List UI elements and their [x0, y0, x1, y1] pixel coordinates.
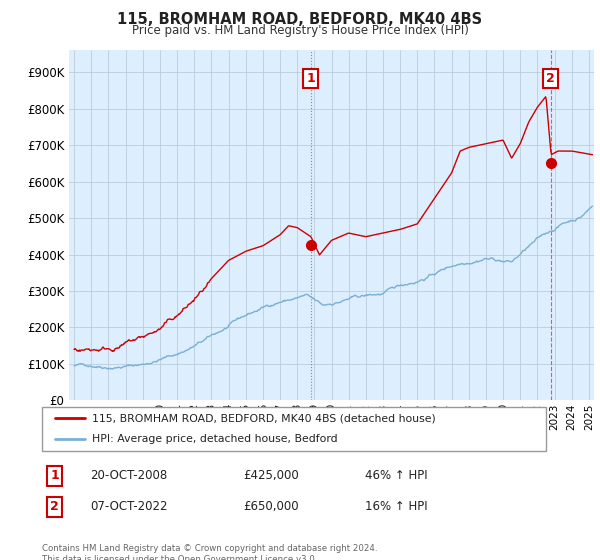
Text: HPI: Average price, detached house, Bedford: HPI: Average price, detached house, Bedf… — [92, 435, 338, 445]
FancyBboxPatch shape — [42, 407, 546, 451]
Text: 115, BROMHAM ROAD, BEDFORD, MK40 4BS: 115, BROMHAM ROAD, BEDFORD, MK40 4BS — [118, 12, 482, 27]
Text: 16% ↑ HPI: 16% ↑ HPI — [365, 500, 427, 514]
Text: 2: 2 — [546, 72, 555, 85]
Text: Price paid vs. HM Land Registry's House Price Index (HPI): Price paid vs. HM Land Registry's House … — [131, 24, 469, 36]
Text: 20-OCT-2008: 20-OCT-2008 — [90, 469, 167, 482]
Text: 07-OCT-2022: 07-OCT-2022 — [90, 500, 167, 514]
Text: 1: 1 — [50, 469, 59, 482]
Text: 46% ↑ HPI: 46% ↑ HPI — [365, 469, 427, 482]
Text: £650,000: £650,000 — [244, 500, 299, 514]
Text: Contains HM Land Registry data © Crown copyright and database right 2024.
This d: Contains HM Land Registry data © Crown c… — [42, 544, 377, 560]
Text: 115, BROMHAM ROAD, BEDFORD, MK40 4BS (detached house): 115, BROMHAM ROAD, BEDFORD, MK40 4BS (de… — [92, 413, 436, 423]
Text: 2: 2 — [50, 500, 59, 514]
Text: 1: 1 — [307, 72, 315, 85]
Text: £425,000: £425,000 — [244, 469, 299, 482]
